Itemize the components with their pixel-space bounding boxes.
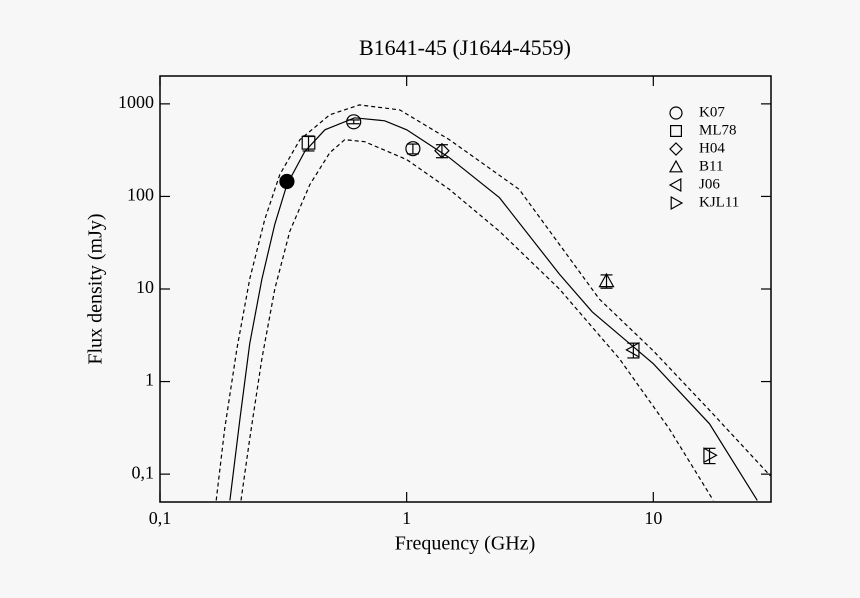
x-tick-label: 1: [402, 508, 411, 528]
model-curve: [215, 104, 771, 501]
data-point: [625, 341, 640, 358]
data-point: [434, 142, 450, 159]
legend-marker: [670, 195, 684, 211]
y-tick-label: 0,1: [132, 462, 155, 482]
legend-marker: [668, 177, 682, 193]
data-point: [346, 114, 362, 130]
legend-label: B11: [699, 158, 723, 174]
x-axis-label: Frequency (GHz): [395, 533, 536, 555]
legend-marker: [668, 159, 684, 173]
legend-marker: [669, 142, 683, 156]
x-tick-label: 10: [644, 508, 662, 528]
model-curve: [240, 139, 714, 501]
curves: [215, 104, 771, 501]
y-tick-label: 1000: [118, 92, 154, 112]
legend-label: KJL11: [699, 194, 739, 210]
legend-marker: [669, 106, 683, 120]
data-point: [301, 135, 316, 150]
data-point: [279, 173, 295, 190]
y-tick-label: 100: [127, 185, 154, 205]
chart-title: B1641-45 (J1644-4559): [359, 35, 571, 60]
legend-label: H04: [699, 140, 725, 156]
y-axis-label: Flux density (mJy): [85, 213, 107, 364]
model-curve: [229, 117, 758, 501]
legend-label: K07: [699, 104, 725, 120]
y-tick-label: 10: [136, 277, 154, 297]
data-point: [598, 272, 615, 288]
data-point: [405, 141, 421, 157]
data-point: [703, 447, 718, 464]
y-tick-label: 1: [145, 370, 154, 390]
legend-label: ML78: [699, 122, 737, 138]
x-tick-label: 0,1: [149, 508, 172, 528]
legend-marker: [669, 124, 682, 137]
legend-label: J06: [699, 176, 720, 192]
